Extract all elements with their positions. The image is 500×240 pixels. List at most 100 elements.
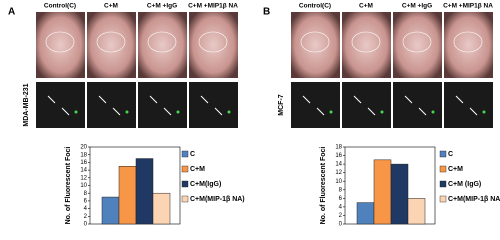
y-tick-label: 16: [335, 153, 342, 159]
y-tick-label: 4: [84, 206, 88, 212]
fluorescence-photo: [291, 82, 340, 128]
arrow: [367, 107, 376, 116]
fluorescence-photo: [444, 82, 493, 128]
y-tick-label: 10: [335, 179, 342, 185]
legend-swatch: [439, 165, 447, 173]
arrow: [61, 107, 70, 116]
tumor-outline: [45, 31, 75, 53]
fluorescence-photo: [189, 82, 238, 128]
tumor-outline: [198, 31, 228, 53]
y-tick-label: 6: [84, 198, 88, 204]
panel-label: A: [8, 7, 15, 18]
arrow: [112, 107, 121, 116]
tissue-photo: [393, 12, 442, 78]
y-tick-label: 12: [335, 170, 342, 176]
y-tick-label: 10: [80, 183, 87, 189]
column-label: C+M +MIP1β NA: [443, 3, 493, 10]
tumor-outline: [147, 31, 177, 53]
bar: [101, 196, 120, 225]
fluorescence-photo: [342, 82, 391, 128]
legend-label: C+M: [448, 166, 463, 173]
column-label: C+M +IgG: [402, 3, 432, 10]
y-tick-label: 16: [80, 160, 87, 166]
fluorescence-photo: [138, 82, 187, 128]
legend-swatch: [181, 195, 189, 203]
y-tick-label: 0: [84, 222, 88, 228]
legend-swatch: [181, 150, 189, 158]
arrow: [353, 95, 362, 104]
foci: [176, 110, 180, 114]
arrow: [200, 95, 209, 104]
arrow: [418, 107, 427, 116]
tumor-outline: [351, 31, 381, 53]
bar: [407, 198, 426, 225]
tissue-photo: [444, 12, 493, 78]
column-label: C+M +MIP1β NA: [188, 3, 238, 10]
legend-label: C+M(MIP-1β NA): [190, 196, 245, 203]
y-tick-label: 8: [84, 191, 88, 197]
tissue-photo: [291, 12, 340, 78]
legend-label: C: [190, 151, 195, 158]
legend-label: C+M (IgG): [448, 181, 481, 188]
y-tick-label: 14: [80, 168, 87, 174]
bar: [118, 166, 137, 225]
y-tick-label: 14: [335, 162, 342, 168]
arrow: [47, 95, 56, 104]
arrow: [455, 95, 464, 104]
tissue-photo: [87, 12, 136, 78]
y-tick-label: 12: [80, 175, 87, 181]
legend-swatch: [439, 195, 447, 203]
arrow: [149, 95, 158, 104]
tissue-photo: [138, 12, 187, 78]
y-axis-label: No. of Fluorescent Foci: [320, 147, 327, 225]
column-label: C+M: [359, 3, 373, 10]
bar: [356, 202, 375, 225]
foci: [329, 110, 333, 114]
legend-label: C: [448, 151, 453, 158]
arrow: [469, 107, 478, 116]
foci: [482, 110, 486, 114]
column-label: Control(C): [299, 3, 331, 10]
foci: [125, 110, 129, 114]
column-label: C+M: [104, 3, 118, 10]
arrow: [214, 107, 223, 116]
foci: [431, 110, 435, 114]
bar: [373, 159, 392, 225]
fluorescence-photo: [87, 82, 136, 128]
column-label: Control(C): [44, 3, 76, 10]
y-tick-label: 20: [80, 145, 87, 151]
tumor-outline: [402, 31, 432, 53]
tumor-outline: [96, 31, 126, 53]
foci: [227, 110, 231, 114]
column-label: C+M +IgG: [147, 3, 177, 10]
bar: [390, 163, 409, 225]
y-tick-label: 4: [339, 204, 343, 210]
cell-line: MCF-7: [278, 94, 285, 115]
y-tick-label: 6: [339, 196, 343, 202]
y-axis-label: No. of Fluorescent Foci: [65, 147, 72, 225]
foci: [380, 110, 384, 114]
bar: [152, 192, 171, 225]
y-tick-label: 0: [339, 222, 343, 228]
arrow: [316, 107, 325, 116]
y-tick-label: 18: [335, 145, 342, 151]
tumor-outline: [300, 31, 330, 53]
fluorescence-photo: [36, 82, 85, 128]
arrow: [302, 95, 311, 104]
figure: A MDA-MB-231 Control(C) C+M C+M +IgG C+M +MIP…: [8, 3, 500, 228]
y-tick-label: 2: [339, 213, 343, 219]
y-tick-label: 2: [84, 214, 88, 220]
foci: [74, 110, 78, 114]
arrow: [163, 107, 172, 116]
legend-swatch: [439, 180, 447, 188]
panel-label: B: [263, 7, 270, 18]
y-tick-label: 18: [80, 152, 87, 158]
tissue-photo: [189, 12, 238, 78]
cell-line: MDA-MB-231: [23, 83, 30, 126]
tumor-outline: [453, 31, 483, 53]
tissue-photo: [36, 12, 85, 78]
legend-swatch: [181, 165, 189, 173]
legend-label: C+M(IgG): [190, 181, 221, 188]
bar: [135, 158, 154, 225]
legend-label: C+M: [190, 166, 205, 173]
